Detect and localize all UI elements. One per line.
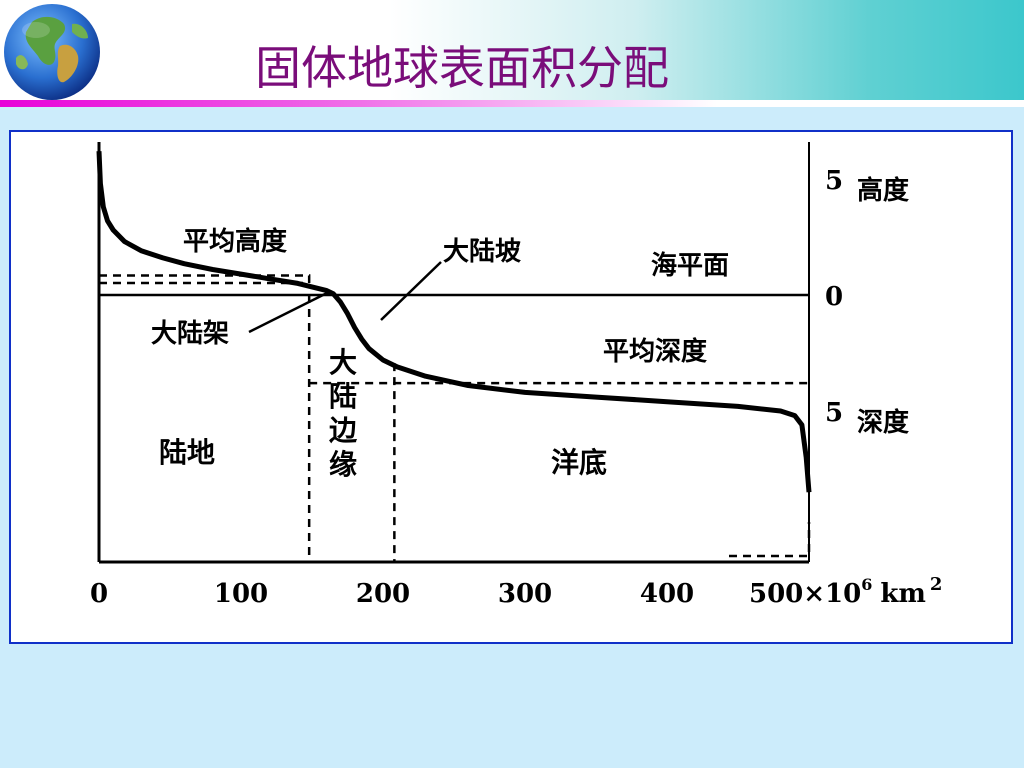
continental-margin-char-0: 大 — [329, 346, 357, 379]
mean-height-line — [99, 274, 311, 283]
shelf-leader-line — [248, 290, 330, 334]
continental-slope-label: 大陆坡 — [443, 236, 521, 267]
x-tick-label-4: 400 — [640, 579, 694, 609]
slide-title: 固体地球表面积分配 — [255, 41, 669, 95]
y-tick-label-1: 0 — [825, 282, 843, 312]
x-tick-label-0: 0 — [90, 579, 108, 609]
x-tick-label-3: 300 — [498, 579, 552, 609]
slide-header — [0, 0, 1024, 104]
continental-margin-char-2: 边 — [329, 414, 358, 447]
mean-height-label: 平均高度 — [183, 226, 287, 257]
y-tick-label-0: 5 — [825, 166, 843, 196]
y-axis-name-2: 深度 — [857, 407, 909, 438]
land-label: 陆地 — [159, 436, 215, 469]
ocean-floor-dash — [729, 522, 811, 558]
continental-margin-char-1: 陆 — [329, 380, 357, 413]
x-tick-label-last: 500×106 km 2 — [749, 574, 942, 609]
hypsometric-curve — [96, 151, 812, 493]
ocean-floor-label: 洋底 — [551, 446, 607, 479]
x-tick-label-1: 100 — [214, 579, 268, 609]
header-stripe — [0, 100, 1024, 107]
x-tick-label-2: 200 — [356, 579, 410, 609]
mean-depth-label: 平均深度 — [603, 336, 707, 367]
continental-shelf-label: 大陆架 — [151, 318, 229, 349]
sea-level-label: 海平面 — [651, 251, 729, 281]
y-tick-label-2: 5 — [825, 398, 843, 428]
slope-leader-line — [380, 261, 442, 321]
y-axis-name-0: 高度 — [857, 175, 909, 206]
globe-icon — [4, 4, 100, 100]
continental-margin-char-3: 缘 — [329, 448, 357, 481]
diagram-panel: 平均高度 大陆坡 海平面大陆架平均深度陆地 洋底 大陆边缘 5 高度 0 5 深度 0 100 200 3… — [9, 130, 1013, 644]
